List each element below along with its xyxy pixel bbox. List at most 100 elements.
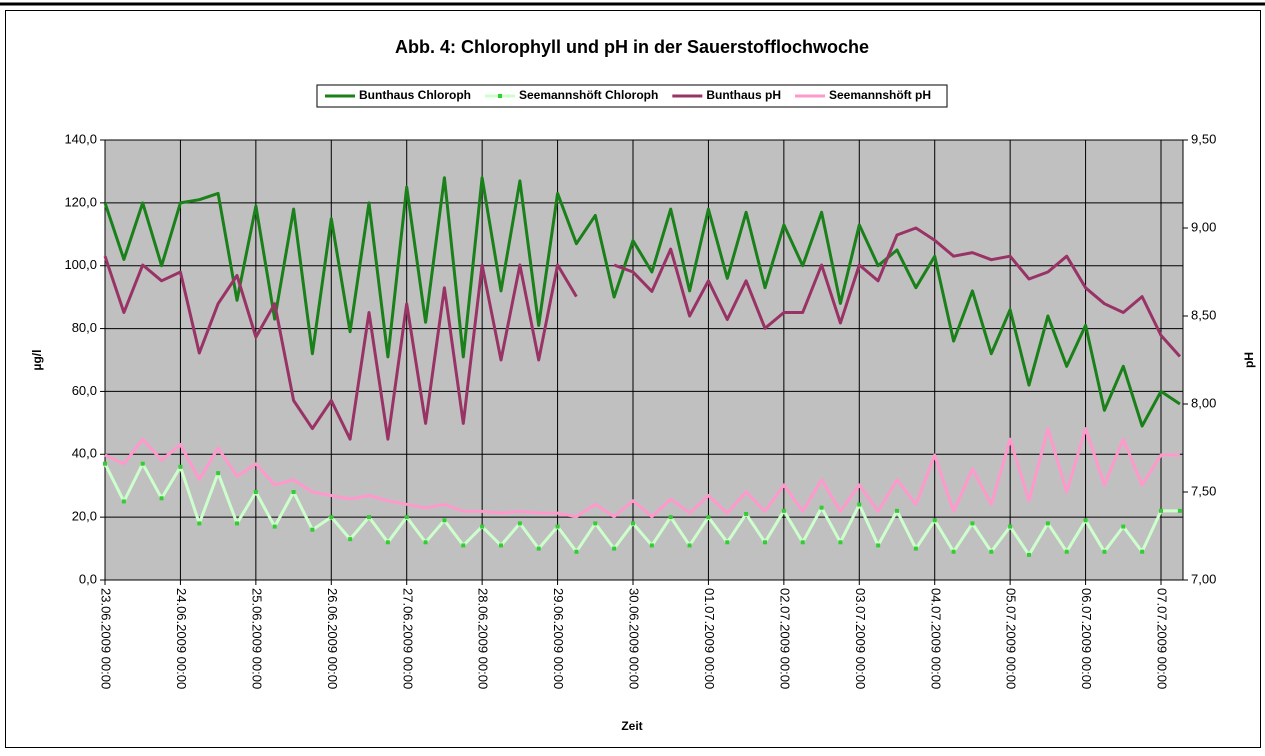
series-marker <box>970 521 975 526</box>
plot-border <box>104 139 1184 581</box>
series-marker <box>951 549 956 554</box>
legend-item: Bunthaus Chloroph <box>324 88 471 102</box>
series-marker <box>517 521 522 526</box>
series-marker <box>103 461 107 466</box>
x-tick-label: 29.06.2009 00:00 <box>551 588 566 689</box>
series-marker <box>932 518 937 523</box>
series-marker <box>1083 518 1088 523</box>
series-marker <box>1159 508 1163 513</box>
series-marker <box>631 521 635 526</box>
series-line <box>103 226 1182 441</box>
x-tick-label: 30.06.2009 00:00 <box>627 588 642 689</box>
series-marker <box>574 549 579 554</box>
legend-marker <box>497 94 502 98</box>
legend: Bunthaus Chloroph Seemannshöft Chloroph Bu… <box>316 84 948 108</box>
y-axis-label: µg/l <box>30 350 44 371</box>
series-marker <box>555 524 560 529</box>
x-tick-label: 02.07.2009 00:00 <box>777 588 792 689</box>
series-line <box>103 176 1181 428</box>
legend-item: Seemannshöft pH <box>794 88 931 102</box>
series-marker <box>725 540 730 545</box>
series-marker <box>1027 552 1031 557</box>
series-marker <box>178 464 183 469</box>
chart-title: Abb. 4: Chlorophyll und pH in der Sauers… <box>395 37 869 57</box>
x-tick-label: 05.07.2009 00:00 <box>1004 588 1019 689</box>
series-marker <box>1045 521 1050 526</box>
series-marker <box>989 549 994 554</box>
x-tick-label: 28.06.2009 00:00 <box>476 588 491 689</box>
legend-label: Seemannshöft Chloroph <box>519 88 658 102</box>
series-marker <box>385 540 390 545</box>
series-marker <box>367 515 371 520</box>
series-marker <box>838 540 843 545</box>
series-marker <box>404 515 409 520</box>
legend-label: Bunthaus pH <box>706 88 781 102</box>
y-tick-label: 20,0 <box>72 509 97 524</box>
series-marker <box>442 518 447 523</box>
x-tick-label: 25.06.2009 00:00 <box>249 588 264 689</box>
series-marker <box>235 521 239 526</box>
series-marker <box>480 524 485 529</box>
y2-axis-label: pH <box>1242 352 1256 368</box>
y2-tick-label: 9,00 <box>1191 219 1216 234</box>
y2-tick-label: 9,50 <box>1191 131 1216 146</box>
series-line <box>104 427 1180 519</box>
series-marker <box>1064 549 1069 554</box>
x-tick-label: 04.07.2009 00:00 <box>928 588 943 689</box>
series-marker <box>668 515 673 520</box>
x-tick-label: 01.07.2009 00:00 <box>702 588 717 689</box>
x-tick-label: 23.06.2009 00:00 <box>99 588 114 689</box>
series-marker <box>536 546 541 551</box>
x-axis-label: Zeit <box>621 719 642 733</box>
series-marker <box>310 527 315 532</box>
y-tick-label: 60,0 <box>72 383 97 398</box>
series-marker <box>1008 524 1013 529</box>
series-marker <box>1102 549 1107 554</box>
series-marker <box>159 496 164 501</box>
series-marker <box>1177 508 1182 513</box>
series-marker <box>253 490 258 494</box>
legend-item: Bunthaus pH <box>672 88 781 102</box>
series-marker <box>857 502 862 507</box>
y-tick-label: 120,0 <box>64 194 97 209</box>
series-line <box>103 462 1180 557</box>
series-marker <box>612 546 617 551</box>
series-marker <box>876 543 881 548</box>
series-marker <box>800 540 805 545</box>
x-tick-label: 03.07.2009 00:00 <box>853 588 868 689</box>
y-tick-label: 100,0 <box>64 257 97 272</box>
series-marker <box>291 490 296 494</box>
series-marker <box>781 508 786 513</box>
y2-tick-label: 7,00 <box>1191 571 1216 586</box>
series-marker <box>895 508 899 513</box>
series-marker <box>197 521 202 526</box>
series-marker <box>348 537 353 542</box>
y-tick-label: 0,0 <box>79 571 97 586</box>
series-marker <box>913 546 918 551</box>
series-marker <box>461 543 466 548</box>
series-marker <box>140 461 145 466</box>
x-tick-label: 24.06.2009 00:00 <box>174 588 189 689</box>
series-marker <box>1121 524 1126 529</box>
series-marker <box>216 471 221 476</box>
y2-tick-label: 8,00 <box>1191 395 1216 410</box>
x-tick-label: 06.07.2009 00:00 <box>1079 588 1094 689</box>
series-marker <box>819 505 824 510</box>
series-marker <box>763 540 767 545</box>
series-marker <box>687 543 692 548</box>
series-marker <box>499 543 503 548</box>
y-tick-label: 140,0 <box>64 131 97 146</box>
series-marker <box>1140 549 1145 554</box>
x-tick-label: 07.07.2009 00:00 <box>1155 588 1170 689</box>
legend-item: Seemannshöft Chloroph <box>484 88 658 102</box>
series-marker <box>272 524 277 529</box>
legend-box <box>316 84 948 108</box>
series-marker <box>593 521 598 526</box>
series-marker <box>744 512 749 516</box>
series-marker <box>121 499 126 504</box>
series-marker <box>423 540 428 545</box>
series-marker <box>649 543 654 548</box>
x-tick-label: 26.06.2009 00:00 <box>325 588 340 689</box>
series-marker <box>706 515 711 520</box>
